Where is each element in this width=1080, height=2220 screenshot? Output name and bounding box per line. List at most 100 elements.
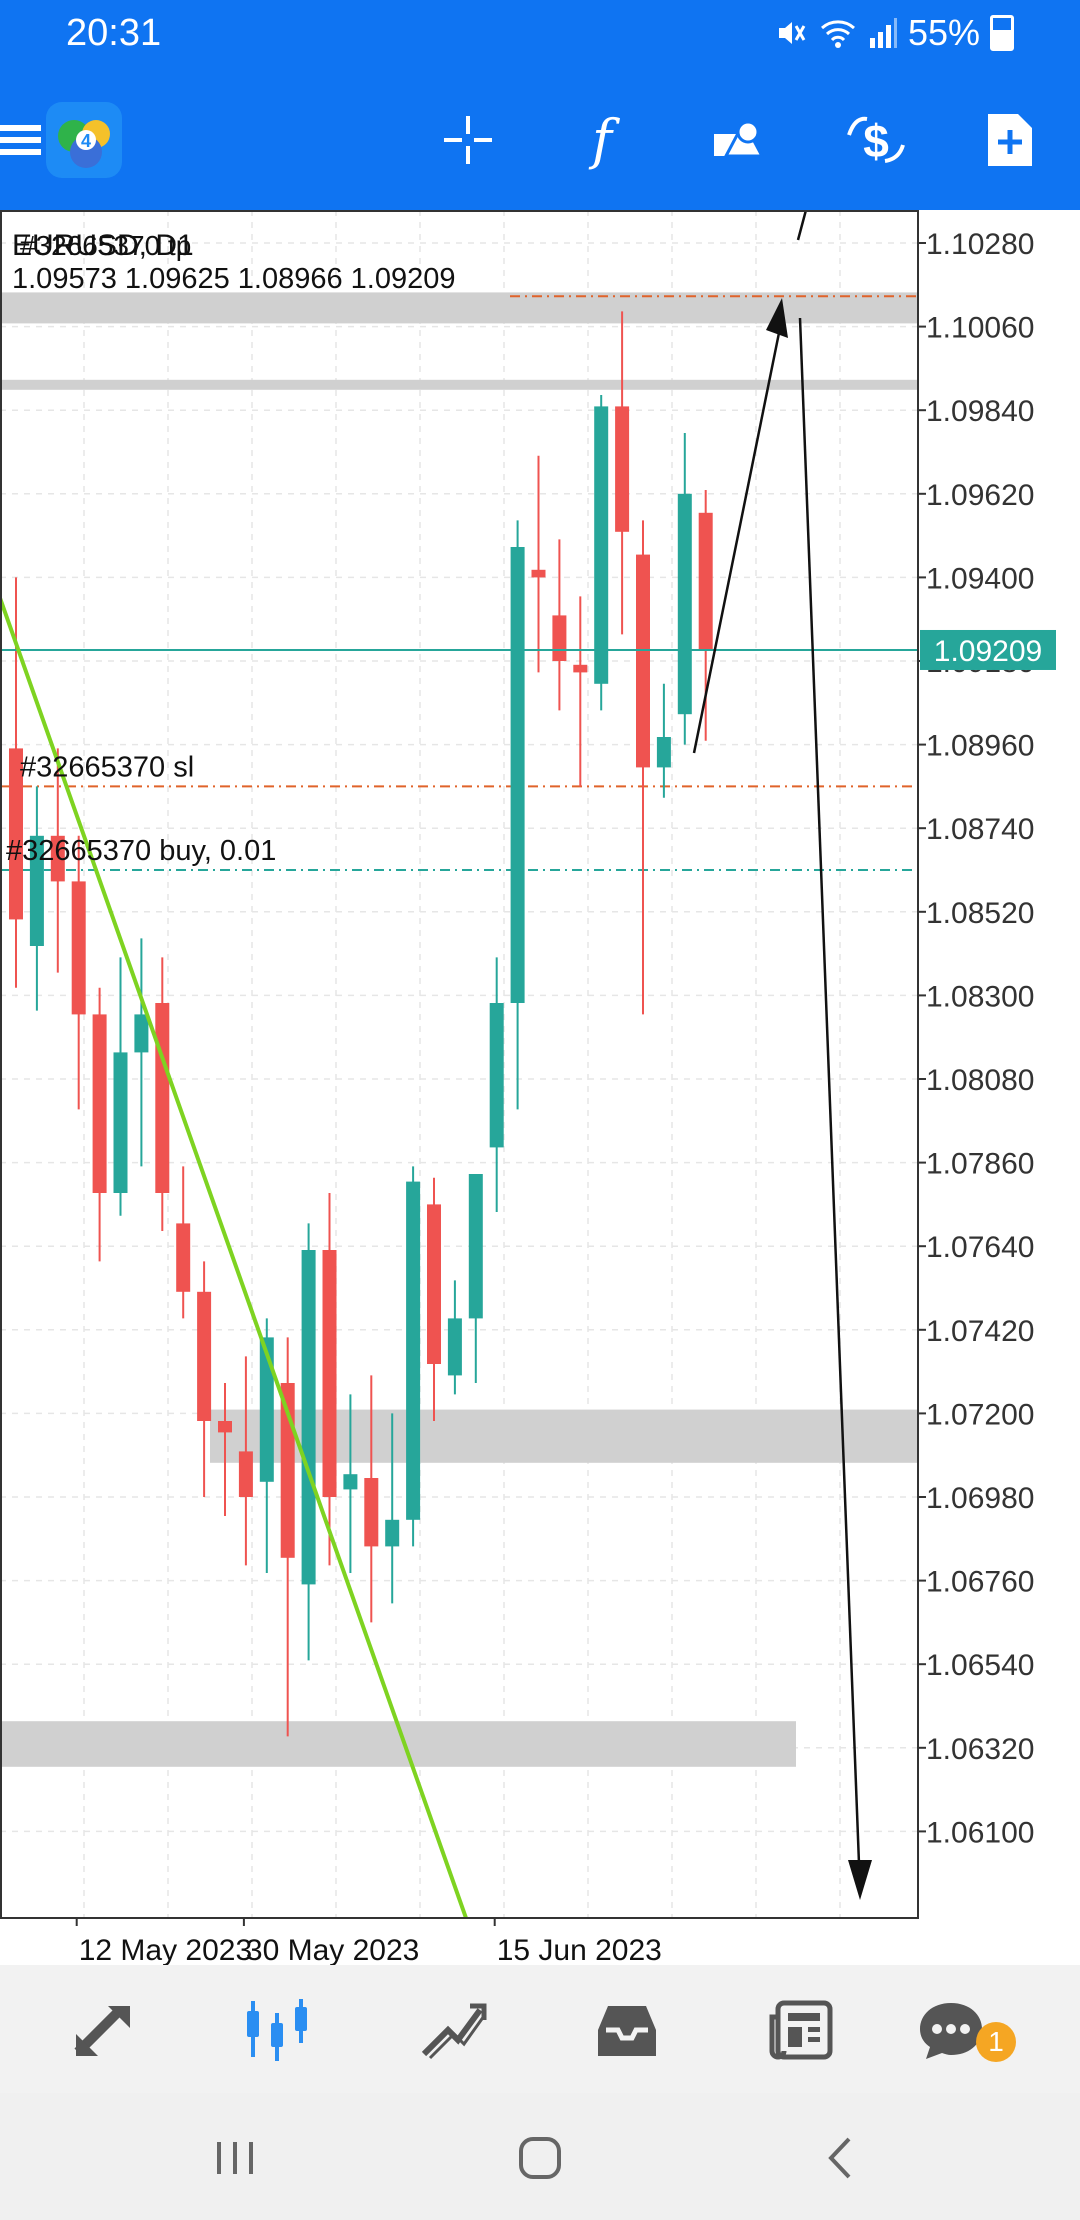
candle[interactable] — [677, 493, 692, 715]
objects-icon[interactable] — [698, 98, 782, 182]
candle[interactable] — [656, 737, 671, 768]
current-price-label: 1.09209 — [934, 635, 1042, 668]
candle[interactable] — [615, 406, 630, 532]
current-price-box — [920, 629, 1056, 670]
candle[interactable] — [531, 569, 546, 578]
recent-apps-icon[interactable] — [196, 2123, 276, 2193]
candle[interactable] — [113, 1052, 128, 1193]
sl-label: #32665370 sl — [20, 751, 194, 783]
back-icon[interactable] — [802, 2123, 882, 2193]
wifi-icon — [820, 20, 855, 48]
trendline[interactable] — [0, 597, 468, 1919]
candle[interactable] — [427, 1204, 441, 1364]
candle[interactable] — [218, 1421, 232, 1433]
plot-frame — [0, 210, 919, 1919]
status-time: 20:31 — [66, 12, 162, 54]
price-tick-label: 1.06760 — [926, 1566, 1034, 1599]
price-tick-label: 1.07860 — [926, 1148, 1034, 1181]
candle[interactable] — [385, 1519, 400, 1547]
candle[interactable] — [468, 1174, 483, 1319]
messages-icon[interactable] — [906, 1985, 996, 2075]
battery-percent: 55% — [907, 12, 980, 53]
candle[interactable] — [238, 1451, 253, 1497]
tp-label: #32665370 tp — [20, 230, 191, 261]
candle[interactable] — [636, 554, 650, 768]
price-tick-label: 1.09620 — [926, 479, 1034, 512]
price-tick-label: 1.06100 — [926, 1816, 1034, 1849]
candle[interactable] — [594, 406, 609, 684]
candle[interactable] — [9, 748, 23, 920]
trade-icon[interactable]: $ — [834, 98, 918, 182]
history-icon[interactable] — [582, 1985, 672, 2075]
price-chart[interactable]: EURUSD, D1#32665370 tp1.09573 1.09625 1.… — [0, 210, 1080, 1965]
price-tick-label: 1.07640 — [926, 1231, 1034, 1264]
arrow-up-line[interactable] — [692, 317, 784, 754]
bottom-navigation — [0, 1965, 1080, 2093]
candle[interactable] — [301, 1250, 316, 1585]
price-tick-label: 1.07420 — [926, 1315, 1034, 1348]
menu-icon[interactable] — [0, 98, 66, 182]
date-tick-label: 30 May 2023 — [246, 1934, 419, 1965]
new-order-icon[interactable] — [968, 98, 1052, 182]
price-tick-label: 1.08520 — [926, 897, 1034, 930]
chart-icon[interactable] — [234, 1985, 324, 2075]
resistance-zone[interactable] — [0, 292, 918, 324]
candle[interactable] — [92, 1014, 107, 1193]
candle[interactable] — [406, 1181, 421, 1520]
arrow-segment — [796, 210, 808, 241]
price-tick-label: 1.06320 — [926, 1733, 1034, 1766]
candle[interactable] — [155, 1003, 170, 1193]
svg-text:$: $ — [863, 115, 889, 167]
price-tick-label: 1.08960 — [926, 730, 1034, 763]
quotes-icon[interactable] — [60, 1985, 150, 2075]
candle[interactable] — [322, 1250, 337, 1497]
system-navigation — [0, 2093, 1080, 2220]
candle[interactable] — [698, 512, 713, 650]
price-tick-label: 1.10280 — [926, 228, 1034, 261]
candle[interactable] — [343, 1474, 358, 1490]
resistance-zone-2[interactable] — [0, 379, 918, 390]
status-bar: 20:31 55% — [0, 0, 1080, 68]
candle[interactable] — [489, 1003, 504, 1148]
news-icon[interactable] — [756, 1985, 846, 2075]
crosshair-icon[interactable] — [426, 98, 510, 182]
home-icon[interactable] — [500, 2123, 580, 2193]
candle[interactable] — [29, 835, 44, 946]
svg-text:f: f — [588, 110, 620, 170]
chart-area[interactable]: EURUSD, D1 #32665370 tp 1.09573 1.09625 1.… — [0, 210, 1080, 1965]
price-tick-label: 1.07200 — [926, 1398, 1034, 1431]
candle[interactable] — [510, 547, 525, 1003]
candle[interactable] — [573, 664, 588, 673]
date-tick-label: 15 Jun 2023 — [497, 1934, 662, 1965]
svg-text:4: 4 — [81, 131, 91, 151]
candle[interactable] — [447, 1318, 462, 1376]
candle[interactable] — [259, 1337, 274, 1482]
symbol-timeframe: EURUSD, D1 — [12, 229, 194, 262]
candle[interactable] — [364, 1478, 379, 1547]
support-zone[interactable] — [210, 1409, 918, 1463]
price-tick-label: 1.08740 — [926, 813, 1034, 846]
signal-icon — [869, 18, 897, 48]
price-tick-label: 1.09840 — [926, 395, 1034, 428]
candle[interactable] — [134, 1014, 149, 1053]
battery-icon — [990, 15, 1014, 51]
trade-nav-icon[interactable] — [408, 1985, 498, 2075]
price-tick-label: 1.08080 — [926, 1064, 1034, 1097]
buy-label: #32665370 buy, 0.01 — [6, 835, 276, 867]
candle[interactable] — [50, 835, 65, 882]
candle[interactable] — [197, 1291, 212, 1421]
status-icons: 55% — [774, 12, 1014, 54]
candle[interactable] — [71, 881, 86, 1015]
candle[interactable] — [552, 615, 567, 661]
indicators-icon[interactable]: f — [560, 98, 644, 182]
date-tick-label: 12 May 2023 — [79, 1934, 252, 1965]
price-tick-label: 1.06980 — [926, 1482, 1034, 1515]
price-tick-label: 1.08300 — [926, 980, 1034, 1013]
arrow-up-head — [766, 298, 788, 338]
ohlc-values: 1.09573 1.09625 1.08966 1.09209 — [12, 263, 455, 295]
price-tick-label: 1.10060 — [926, 312, 1034, 345]
toolbar: 4 f $ — [0, 68, 1080, 210]
price-tick-label: 1.06540 — [926, 1649, 1034, 1682]
arrow-down-line[interactable] — [798, 317, 862, 1891]
candle[interactable] — [176, 1223, 191, 1292]
